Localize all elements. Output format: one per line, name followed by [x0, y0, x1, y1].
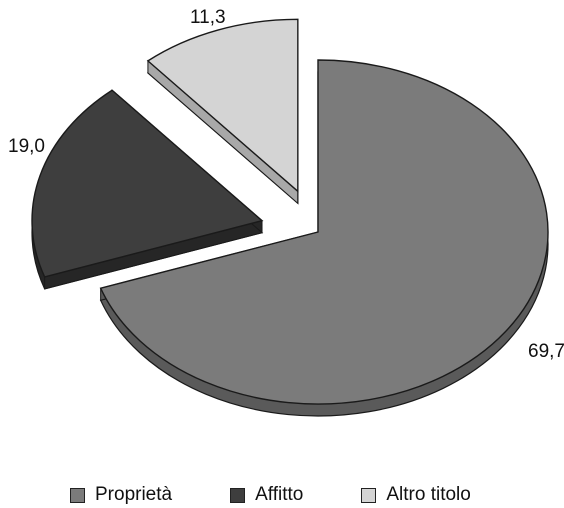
legend-label-altro-titolo: Altro titolo [386, 484, 471, 505]
legend-swatch-proprieta [70, 487, 85, 503]
data-label-proprieta: 69,7 [528, 341, 564, 362]
legend-item-altro-titolo: Altro titolo [361, 484, 471, 506]
legend-swatch-altro-titolo [361, 487, 377, 503]
pie-slice-altro-titolo [146, 18, 299, 205]
pie-slice-proprieta [99, 59, 549, 417]
legend-item-proprieta: Proprietà [70, 484, 172, 506]
data-label-altro-titolo: 11,3 [190, 7, 226, 28]
pie-slice-top-altro-titolo [146, 18, 299, 193]
legend-label-affitto: Affitto [255, 484, 304, 505]
pie-data-labels: 69,7 19,0 11,3 [8, 7, 564, 362]
legend-item-affitto: Affitto [230, 484, 303, 506]
legend-label-proprieta: Proprietà [95, 484, 173, 505]
data-label-affitto: 19,0 [8, 136, 45, 157]
pie-slice-affitto [31, 89, 264, 290]
legend-swatch-affitto [230, 487, 246, 503]
pie-slice-top-proprieta [99, 59, 549, 405]
chart-legend: Proprietà Affitto Altro titolo [70, 484, 471, 506]
pie-slices [31, 18, 549, 417]
pie-slice-top-affitto [31, 89, 264, 278]
